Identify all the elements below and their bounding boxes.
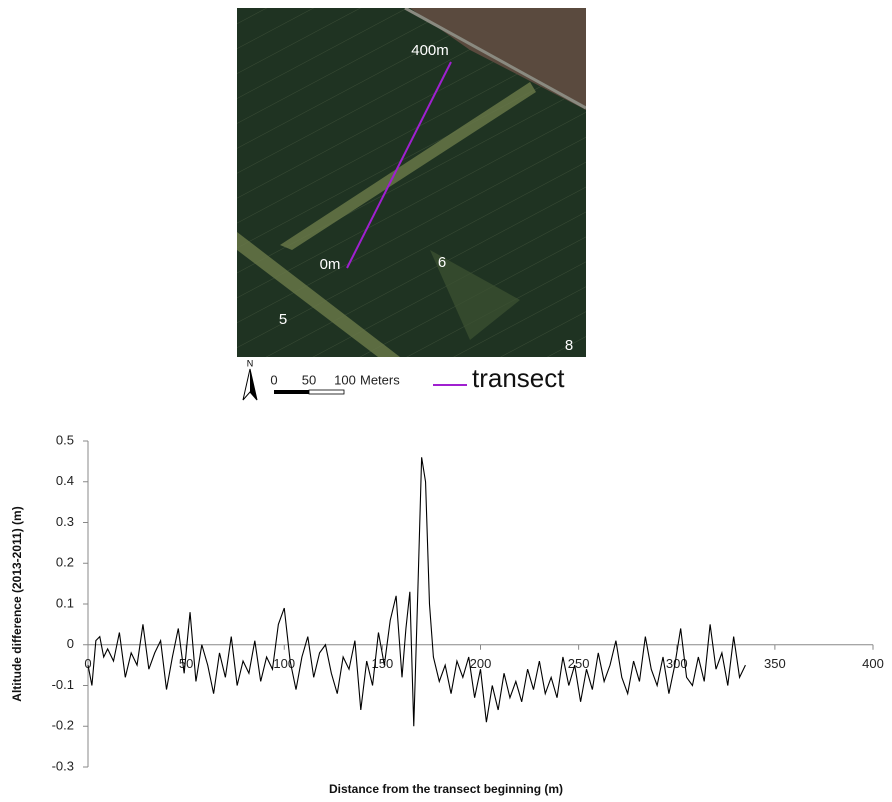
x-axis-title: Distance from the transect beginning (m) (329, 782, 563, 796)
y-tick-label: 0.1 (56, 595, 74, 610)
legend-label: transect (472, 363, 565, 393)
field-label: 6 (438, 254, 446, 271)
map-label: 400m (411, 42, 449, 59)
y-tick-label: -0.2 (52, 718, 74, 733)
scale-tick: 0 (270, 372, 277, 387)
data-line (88, 457, 745, 726)
y-tick-label: -0.1 (52, 677, 74, 692)
scale-tick: 100 (334, 372, 356, 387)
x-tick-label: 200 (470, 656, 492, 671)
y-tick-label: 0 (67, 636, 74, 651)
north-label: N (247, 358, 254, 368)
y-axis-title: Altitude difference (2013-2011) (m) (10, 506, 24, 701)
scale-tick: 50 (302, 372, 316, 387)
x-tick-label: 400 (862, 656, 884, 671)
figure: 400m 0m 6 5 8 N 0 50 100 Meters transect… (0, 0, 892, 802)
x-tick-label: 250 (568, 656, 590, 671)
y-tick-label: 0.5 (56, 432, 74, 447)
aerial-image (237, 8, 586, 357)
x-tick-label: 0 (84, 656, 91, 671)
scale-unit: Meters (360, 372, 400, 387)
y-tick-label: 0.2 (56, 555, 74, 570)
y-tick-label: -0.3 (52, 758, 74, 773)
y-tick-label: 0.4 (56, 473, 74, 488)
field-label: 8 (565, 337, 573, 354)
page: 400m 0m 6 5 8 N 0 50 100 Meters transect… (0, 0, 892, 802)
x-tick-label: 350 (764, 656, 786, 671)
map-label: 0m (320, 256, 341, 273)
scale-bar (309, 390, 344, 394)
scale-bar (274, 390, 309, 394)
field-label: 5 (279, 311, 287, 328)
y-tick-label: 0.3 (56, 514, 74, 529)
